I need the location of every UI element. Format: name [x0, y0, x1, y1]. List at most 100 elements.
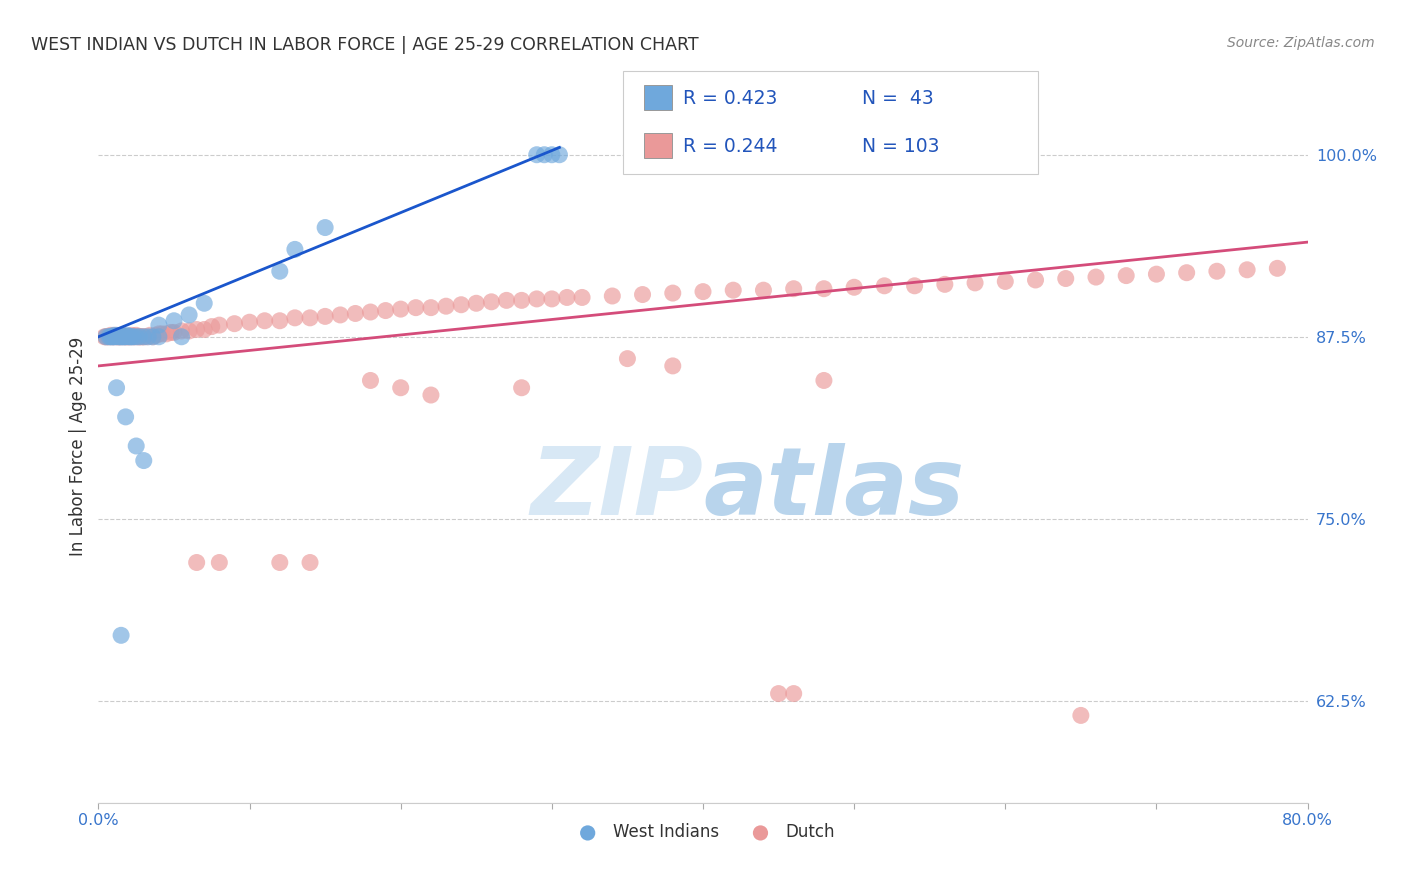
- Point: [115, 330, 138, 344]
- Point: [105, 328, 128, 343]
- Point: [114, 330, 136, 344]
- Point: [122, 330, 145, 344]
- Point: [160, 326, 183, 340]
- Point: [555, 290, 578, 304]
- Point: [934, 277, 956, 292]
- Point: [142, 330, 165, 344]
- Point: [465, 296, 488, 310]
- Point: [110, 628, 132, 642]
- Point: [112, 330, 135, 344]
- Text: ZIP: ZIP: [530, 442, 703, 535]
- Point: [103, 330, 125, 344]
- Point: [602, 289, 624, 303]
- Point: [873, 278, 896, 293]
- Point: [122, 330, 145, 344]
- Point: [114, 409, 136, 424]
- Point: [107, 330, 129, 344]
- Point: [120, 330, 142, 344]
- Point: [1206, 264, 1229, 278]
- Point: [108, 330, 131, 344]
- Point: [100, 328, 122, 343]
- Y-axis label: In Labor Force | Age 25-29: In Labor Force | Age 25-29: [69, 336, 87, 556]
- Point: [844, 280, 866, 294]
- Point: [1144, 267, 1167, 281]
- Point: [186, 322, 208, 336]
- Point: [239, 315, 262, 329]
- Point: [405, 301, 427, 315]
- Point: [120, 330, 142, 344]
- Point: [111, 330, 134, 344]
- Point: [299, 310, 322, 325]
- Point: [360, 305, 382, 319]
- Point: [110, 328, 132, 343]
- Point: [510, 293, 533, 308]
- Point: [129, 330, 152, 344]
- Point: [98, 330, 121, 344]
- Text: N =  43: N = 43: [862, 88, 934, 108]
- Point: [723, 283, 745, 297]
- Point: [253, 314, 276, 328]
- Point: [434, 299, 457, 313]
- Point: [314, 310, 336, 324]
- Point: [284, 243, 307, 257]
- Point: [98, 330, 121, 344]
- Point: [93, 330, 115, 344]
- Point: [269, 556, 291, 570]
- Point: [571, 290, 593, 304]
- Point: [510, 381, 533, 395]
- Point: [128, 330, 150, 344]
- Point: [269, 314, 291, 328]
- Legend: West Indians, Dutch: West Indians, Dutch: [564, 817, 842, 848]
- Point: [105, 330, 128, 344]
- Point: [115, 328, 138, 343]
- Point: [526, 292, 548, 306]
- Point: [193, 296, 215, 310]
- Point: [179, 324, 201, 338]
- Point: [127, 330, 149, 344]
- Point: [420, 301, 443, 315]
- Point: [142, 330, 165, 344]
- Point: [994, 275, 1017, 289]
- Point: [616, 351, 638, 366]
- Point: [121, 328, 143, 343]
- Point: [139, 328, 162, 343]
- Point: [170, 330, 193, 344]
- Point: [1070, 708, 1092, 723]
- Point: [163, 326, 186, 340]
- Point: [104, 330, 127, 344]
- Point: [118, 330, 141, 344]
- Point: [94, 330, 117, 344]
- Point: [104, 328, 127, 343]
- Point: [125, 328, 148, 343]
- Point: [533, 147, 555, 161]
- Point: [1085, 270, 1108, 285]
- Point: [344, 306, 367, 320]
- Point: [114, 330, 136, 344]
- Text: WEST INDIAN VS DUTCH IN LABOR FORCE | AGE 25-29 CORRELATION CHART: WEST INDIAN VS DUTCH IN LABOR FORCE | AG…: [31, 36, 699, 54]
- Point: [131, 330, 153, 344]
- Point: [420, 388, 443, 402]
- Point: [631, 287, 654, 301]
- Text: Source: ZipAtlas.com: Source: ZipAtlas.com: [1227, 36, 1375, 50]
- Point: [813, 282, 835, 296]
- Point: [96, 330, 118, 344]
- Point: [105, 381, 128, 395]
- Point: [132, 330, 155, 344]
- Point: [548, 147, 571, 161]
- Point: [540, 147, 562, 161]
- Point: [132, 453, 155, 467]
- Point: [661, 359, 683, 373]
- Point: [965, 276, 987, 290]
- Point: [224, 317, 246, 331]
- Point: [661, 286, 683, 301]
- Text: N = 103: N = 103: [862, 136, 939, 156]
- Point: [148, 326, 170, 341]
- Point: [111, 328, 134, 343]
- Point: [163, 314, 186, 328]
- Point: [150, 326, 173, 341]
- Point: [103, 330, 125, 344]
- Point: [148, 318, 170, 332]
- Point: [125, 330, 148, 344]
- Point: [314, 220, 336, 235]
- Point: [101, 330, 124, 344]
